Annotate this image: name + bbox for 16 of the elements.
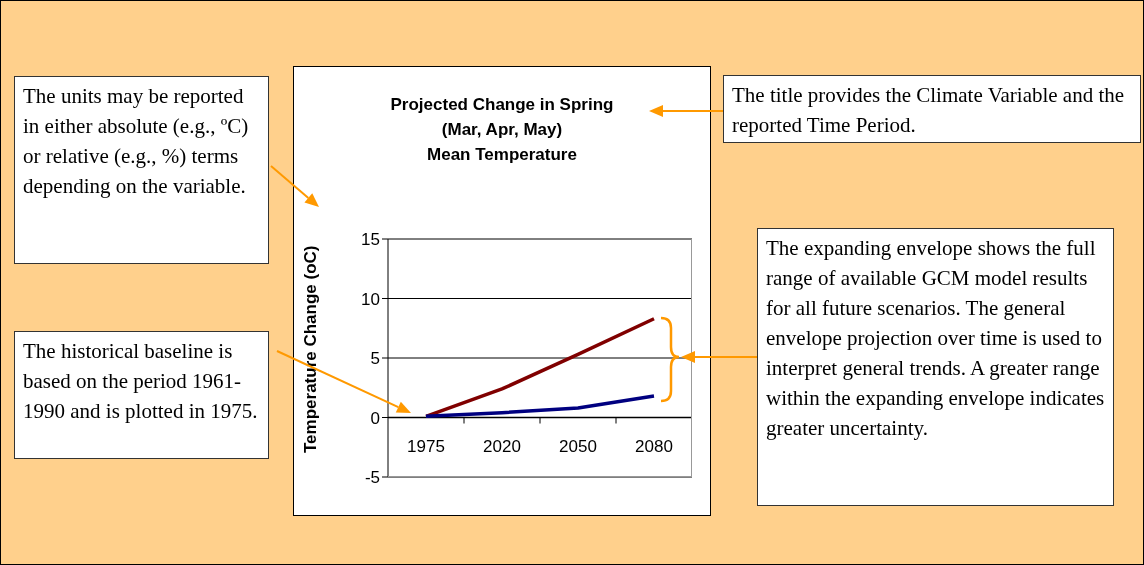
chart-title: Projected Change in Spring (Mar, Apr, May) Mean Temperature	[389, 94, 615, 166]
y-tick-label: 5	[370, 349, 380, 369]
x-tick-label: 2050	[559, 436, 597, 456]
text: The historical baseline is based on the period 1961-1990 and is plotted in 1975.	[14, 331, 269, 459]
y-tick-label: 10	[361, 289, 380, 309]
x-tick-label: 2080	[635, 436, 673, 456]
text: The expanding envelope shows the full range of available GCM model results for all future scenarios. The general envelope projection over time is used to interpret general trends. A greater range within the expanding envelope indicates greater uncertainty.	[757, 228, 1114, 506]
y-tick-label: 0	[370, 408, 380, 428]
x-tick-label: 1975	[407, 436, 445, 456]
text: The title provides the Climate Variable and the reported Time Period.	[723, 75, 1141, 143]
y-tick-label: -5	[364, 468, 380, 488]
text: The units may be reported in either absolute (e.g., ºC) or relative (e.g., %) terms depending on the variable.	[14, 76, 269, 264]
line-series	[424, 394, 656, 419]
y-tick-label: 15	[361, 230, 380, 250]
x-tick-label: 2020	[483, 436, 521, 456]
y-axis-title: Temperature Change (oC)	[301, 245, 321, 453]
